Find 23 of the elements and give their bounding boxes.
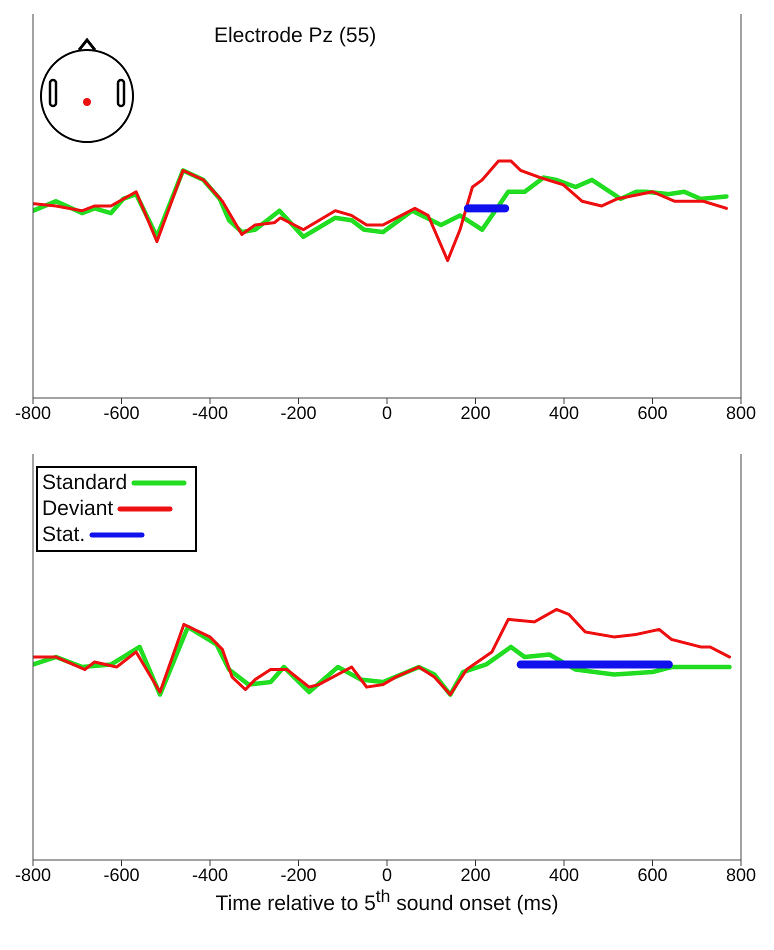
x-tick-label: -600: [103, 864, 140, 885]
x-tick-label: 400: [548, 402, 580, 423]
x-tick-label: 400: [548, 864, 580, 885]
x-tick-label: 200: [460, 864, 491, 885]
x-tick-label: 600: [637, 864, 668, 885]
x-tick-label: 200: [460, 402, 491, 423]
x-axis-title: Time relative to 5$^{th}$ sound onset (ms): [214, 886, 560, 916]
x-tick-label: -600: [103, 402, 140, 423]
x-tick-label: 0: [382, 864, 392, 885]
x-tick-label: -400: [192, 864, 228, 885]
x-tick-label: 800: [726, 864, 756, 885]
x-tick-label: -200: [280, 864, 317, 885]
x-tick-label: 800: [726, 402, 756, 423]
x-tick-label: -400: [192, 402, 228, 423]
x-tick-label: -800: [14, 864, 52, 885]
legend-label: Deviant: [42, 496, 114, 522]
x-tick-label: 600: [637, 402, 668, 423]
legend-label: Stat.: [42, 522, 86, 548]
x-tick-label: -200: [280, 402, 317, 423]
legend-label: Standard: [42, 470, 128, 496]
x-tick-label: -800: [14, 402, 52, 423]
x-tick-label: 0: [382, 402, 392, 423]
chart-title: Electrode Pz (55): [214, 24, 376, 48]
